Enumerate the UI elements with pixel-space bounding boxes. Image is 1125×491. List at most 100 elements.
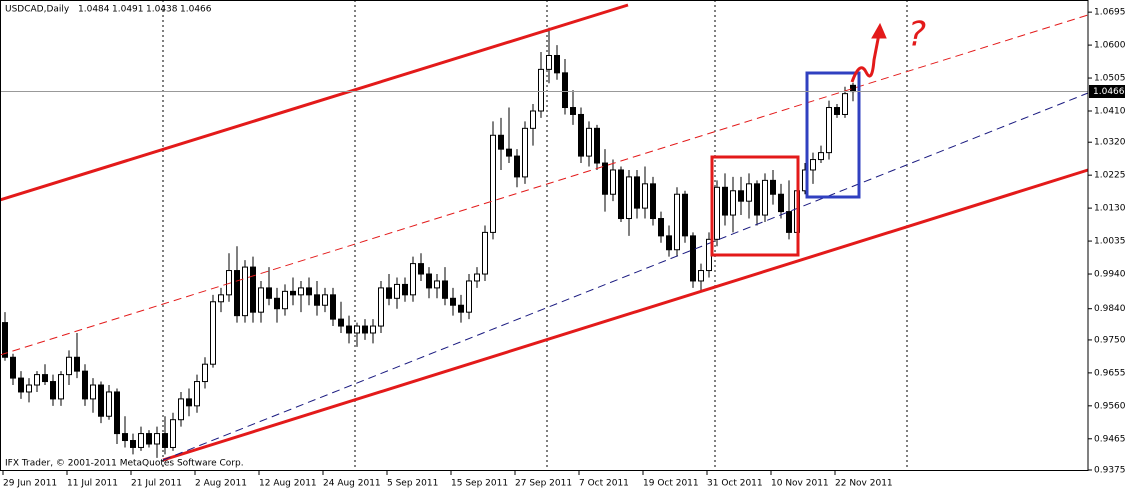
y-tick-label: 0.9750 <box>1094 335 1125 345</box>
candle-body <box>354 325 360 334</box>
candle-body <box>714 186 720 240</box>
candle-body <box>378 287 384 327</box>
candle-body <box>434 280 440 289</box>
candle-body <box>90 384 96 400</box>
x-tick-label: 31 Oct 2011 <box>707 479 763 489</box>
candle-body <box>722 186 728 216</box>
candle-body <box>154 433 160 445</box>
candle-body <box>314 294 320 306</box>
y-tick-label: 0.9465 <box>1094 434 1125 444</box>
candle-body <box>506 148 512 157</box>
x-tick-label: 21 Jul 2011 <box>131 479 182 489</box>
candle-body <box>74 356 80 372</box>
candle-body <box>402 283 408 296</box>
candle-body <box>514 155 520 178</box>
candle-body <box>202 363 208 383</box>
candle-body <box>426 273 432 289</box>
candle-body <box>290 290 296 296</box>
price-tag <box>1089 85 1125 98</box>
candle-body <box>810 159 816 171</box>
y-tick-label: 0.9940 <box>1094 270 1125 280</box>
y-tick-label: 1.0600 <box>1094 41 1125 51</box>
channel-top <box>0 3 629 202</box>
candle-body <box>626 176 632 220</box>
x-tick-label: 29 Jun 2011 <box>3 479 57 489</box>
trend-line <box>162 92 1089 461</box>
candle-body <box>34 374 40 386</box>
candle-body <box>10 356 16 379</box>
y-tick-label: 1.0320 <box>1094 138 1125 148</box>
candle-body <box>82 370 88 400</box>
candle-body <box>250 266 256 313</box>
candle-body <box>274 297 280 310</box>
candle-body <box>474 273 480 282</box>
candle-body <box>690 235 696 282</box>
candle-body <box>2 322 8 358</box>
candle-body <box>754 183 760 216</box>
candle-body <box>170 419 176 448</box>
candle-body <box>210 301 216 365</box>
candle-body <box>618 169 624 220</box>
candle-body <box>138 433 144 448</box>
candle-body <box>530 110 536 129</box>
breakout-box <box>805 71 861 199</box>
candle-body <box>842 93 848 115</box>
candle-body <box>66 356 72 376</box>
candle-body <box>242 266 248 317</box>
title-open: 1.0484 <box>78 5 110 15</box>
range-box <box>710 155 800 257</box>
candle-body <box>642 183 648 209</box>
candle-body <box>186 398 192 407</box>
candle-body <box>218 294 224 303</box>
x-tick-label: 15 Sep 2011 <box>451 479 508 489</box>
candle-body <box>546 54 552 70</box>
drawings <box>0 3 1089 462</box>
candle-body <box>490 134 496 233</box>
y-tick-label: 0.9375 <box>1094 466 1125 476</box>
candle-body <box>194 381 200 407</box>
candle-body <box>466 280 472 313</box>
candle-body <box>738 190 744 202</box>
candle-body <box>786 211 792 233</box>
candle-body <box>554 54 560 74</box>
candle-body <box>18 377 24 393</box>
candle-body <box>114 391 120 435</box>
candle-body <box>602 162 608 195</box>
y-tick-label: 1.0505 <box>1094 74 1125 84</box>
candle-body <box>770 179 776 195</box>
candle-body <box>370 325 376 334</box>
candle-body <box>282 290 288 310</box>
candle-body <box>362 325 368 334</box>
candle-body <box>178 398 184 421</box>
y-tick-label: 1.0035 <box>1094 237 1125 247</box>
plot-border <box>0 0 1089 471</box>
channel-mid <box>0 14 1089 356</box>
candle-body <box>570 107 576 115</box>
candle-body <box>418 263 424 275</box>
candle-body <box>450 297 456 306</box>
candle-body <box>762 179 768 216</box>
candle-body <box>410 263 416 296</box>
candle-body <box>778 193 784 213</box>
candle-body <box>482 231 488 275</box>
candle-body <box>658 218 664 237</box>
x-tick-label: 12 Aug 2011 <box>259 479 317 489</box>
y-tick-label: 0.9655 <box>1094 368 1125 378</box>
x-tick-label: 11 Jul 2011 <box>67 479 118 489</box>
y-tick-label: 0.9560 <box>1094 401 1125 411</box>
x-tick-label: 5 Sep 2011 <box>387 479 438 489</box>
candle-body <box>746 183 752 202</box>
y-tick-label: 1.0130 <box>1094 204 1125 214</box>
candle-body <box>98 384 104 417</box>
candle-body <box>122 433 128 442</box>
candle-body <box>298 287 304 296</box>
candle-body <box>146 433 152 445</box>
candle-body <box>818 152 824 161</box>
candle-body <box>322 294 328 306</box>
price-tag-label: 1.0466 <box>1093 87 1125 97</box>
candle-body <box>650 183 656 220</box>
candle-body <box>226 270 232 296</box>
candle-body <box>162 433 168 448</box>
candle-body <box>562 72 568 109</box>
